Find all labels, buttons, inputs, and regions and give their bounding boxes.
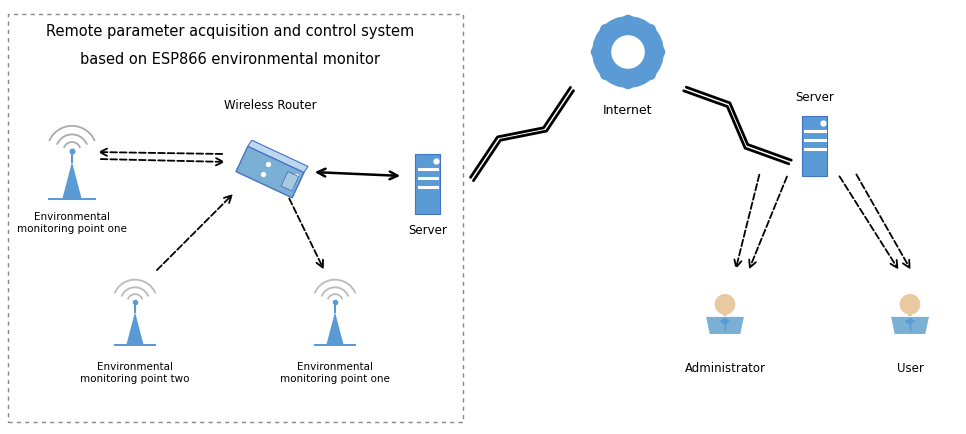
Text: Environmental
monitoring point one: Environmental monitoring point one (17, 212, 127, 233)
Circle shape (611, 35, 644, 69)
Circle shape (591, 46, 602, 58)
Polygon shape (327, 312, 344, 344)
Circle shape (899, 294, 921, 315)
Text: based on ESP866 environmental monitor: based on ESP866 environmental monitor (80, 52, 380, 67)
Text: Environmental
monitoring point one: Environmental monitoring point one (280, 362, 390, 384)
Polygon shape (910, 318, 916, 325)
Polygon shape (725, 318, 730, 325)
Polygon shape (127, 312, 144, 344)
Polygon shape (63, 162, 81, 198)
Circle shape (644, 24, 656, 36)
Text: Wireless Router: Wireless Router (224, 99, 316, 112)
Circle shape (644, 69, 656, 80)
Polygon shape (904, 318, 910, 325)
Bar (723, 311, 727, 316)
Polygon shape (720, 318, 725, 325)
Polygon shape (706, 317, 744, 334)
Text: Server: Server (796, 91, 835, 104)
Circle shape (600, 69, 611, 80)
Text: User: User (896, 362, 923, 375)
Bar (803, 116, 828, 176)
Bar (8, 14, 463, 422)
Bar (114, 344, 156, 346)
Polygon shape (891, 317, 929, 334)
Circle shape (622, 78, 634, 89)
Text: Remote parameter acquisition and control system: Remote parameter acquisition and control… (45, 24, 414, 39)
Text: Environmental
monitoring point two: Environmental monitoring point two (80, 362, 189, 384)
Polygon shape (248, 140, 308, 172)
Text: Internet: Internet (603, 104, 653, 117)
Bar (908, 311, 912, 316)
Polygon shape (236, 146, 304, 198)
Bar (415, 154, 440, 214)
Polygon shape (281, 171, 298, 191)
Bar (314, 344, 356, 346)
Circle shape (600, 24, 611, 36)
Circle shape (654, 46, 666, 58)
Text: Server: Server (409, 224, 447, 237)
Text: Administrator: Administrator (685, 362, 765, 375)
Bar (48, 198, 96, 201)
Circle shape (715, 294, 735, 315)
Circle shape (622, 15, 634, 26)
